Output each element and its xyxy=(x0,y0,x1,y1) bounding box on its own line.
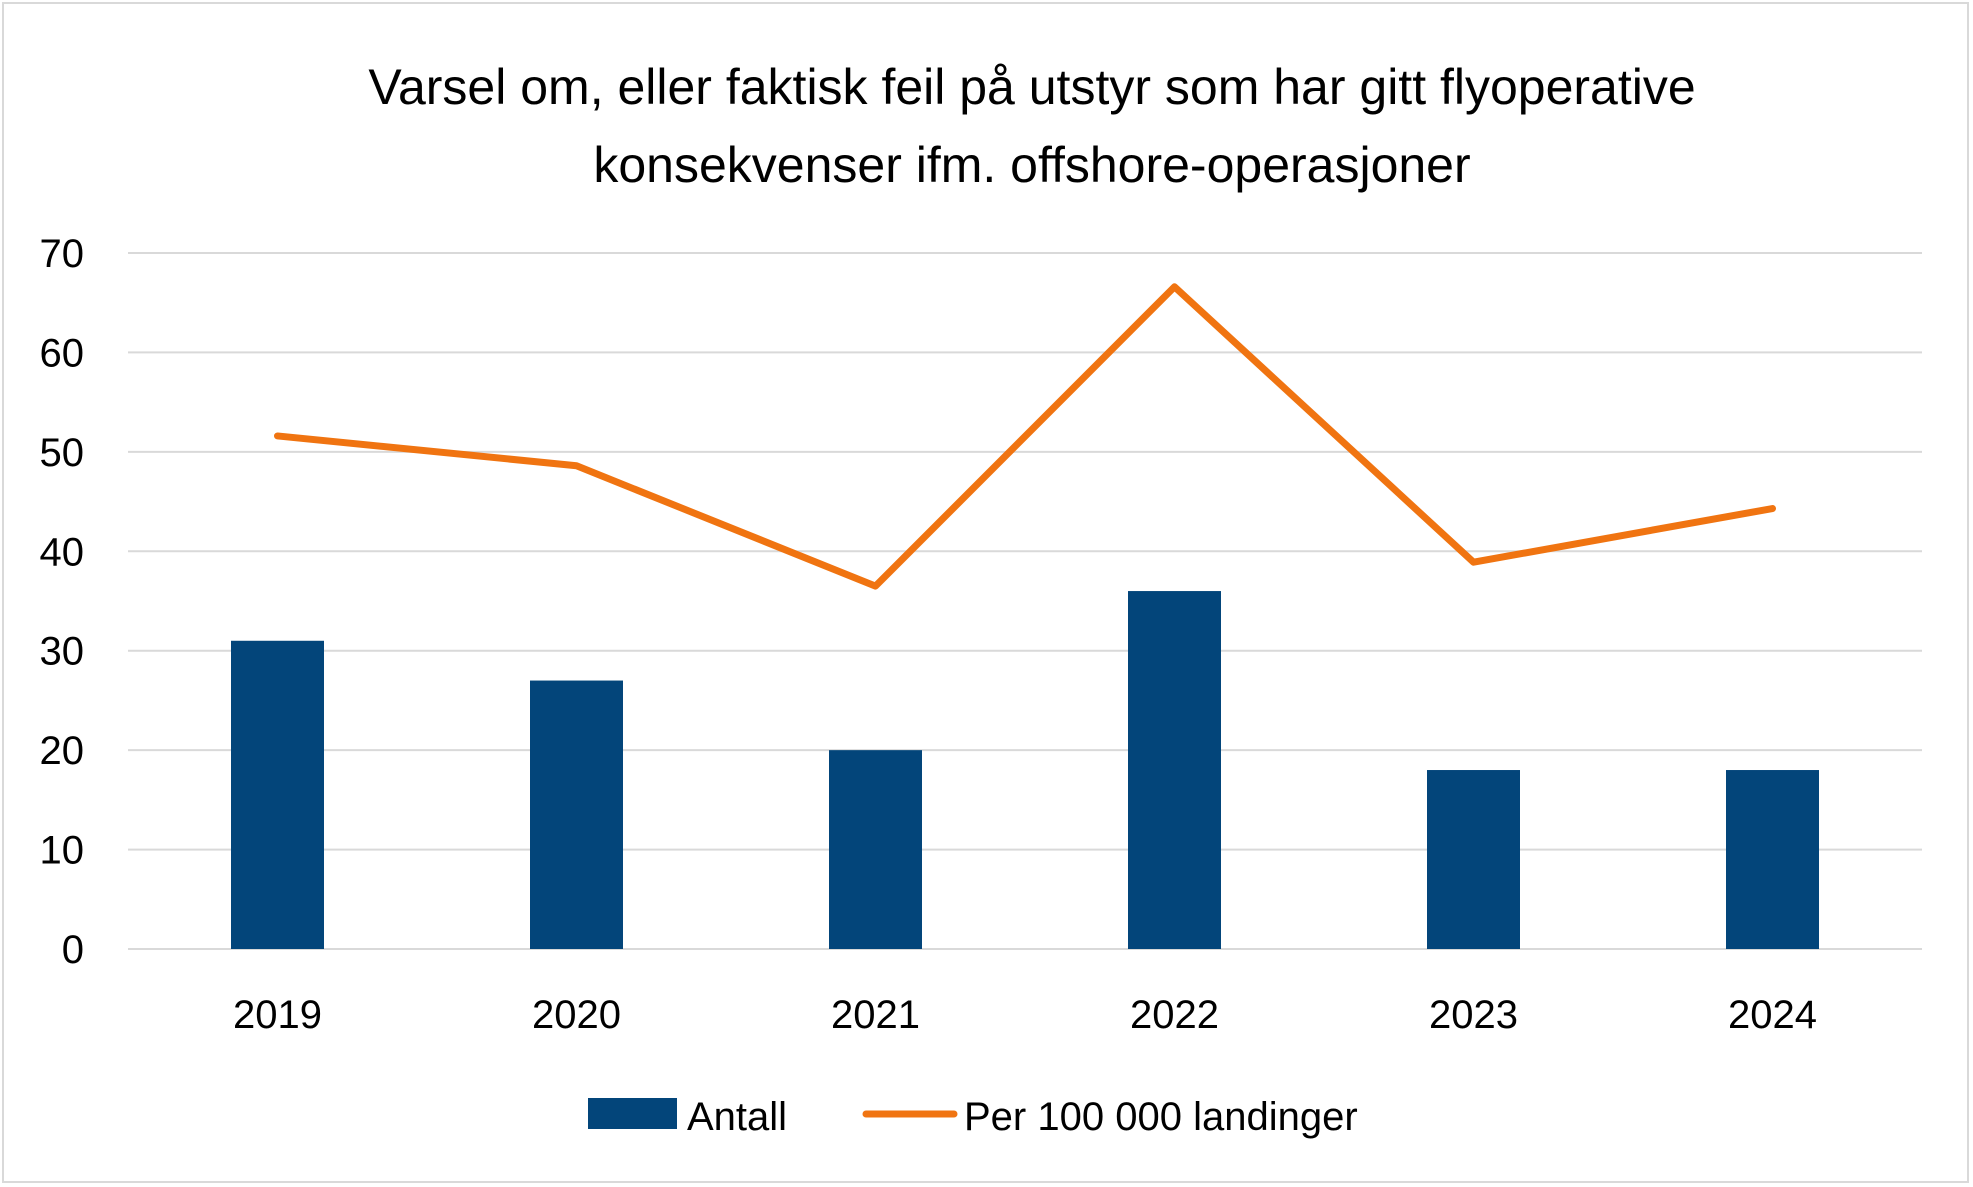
legend-swatch-antall xyxy=(588,1098,677,1129)
x-tick-label-2024: 2024 xyxy=(1728,993,1817,1037)
bar-2020 xyxy=(530,680,623,949)
y-tick-label-70: 70 xyxy=(40,232,85,276)
line-path xyxy=(274,283,1776,590)
legend-label-antall: Antall xyxy=(687,1095,787,1139)
y-tick-label-0: 0 xyxy=(62,928,84,972)
bar-2023 xyxy=(1427,770,1520,949)
bar-2024 xyxy=(1726,770,1819,949)
bar-series-antall xyxy=(231,591,1819,949)
x-tick-label-2022: 2022 xyxy=(1130,993,1219,1037)
chart-title-line-1: Varsel om, eller faktisk feil på utstyr … xyxy=(368,59,1695,115)
legend-label-per-100000-landinger: Per 100 000 landinger xyxy=(964,1095,1358,1139)
y-axis-tick-labels: 0 10 20 30 40 50 60 70 xyxy=(40,232,85,972)
x-tick-label-2021: 2021 xyxy=(831,993,920,1037)
line-point-2020 xyxy=(576,465,577,467)
line-point-2019 xyxy=(277,435,278,437)
line-point-2023 xyxy=(1473,561,1474,563)
bar-2022 xyxy=(1128,591,1221,949)
line-point-2024 xyxy=(1772,508,1773,510)
y-tick-label-20: 20 xyxy=(40,729,85,773)
bar-2019 xyxy=(231,640,324,949)
line-series-per-100000-landinger xyxy=(274,283,1776,590)
y-tick-label-40: 40 xyxy=(40,530,85,574)
x-axis-tick-labels: 2019 2020 2021 2022 2023 2024 xyxy=(233,993,1817,1037)
y-tick-label-50: 50 xyxy=(40,431,85,475)
legend: Antall Per 100 000 landinger xyxy=(588,1095,1358,1139)
y-tick-label-10: 10 xyxy=(40,829,85,873)
x-tick-label-2019: 2019 xyxy=(233,993,322,1037)
y-tick-label-30: 30 xyxy=(40,630,85,674)
bar-2021 xyxy=(829,750,922,949)
chart: Varsel om, eller faktisk feil på utstyr … xyxy=(40,59,1922,1139)
x-tick-label-2023: 2023 xyxy=(1429,993,1518,1037)
chart-title: Varsel om, eller faktisk feil på utstyr … xyxy=(368,59,1695,193)
line-point-2022 xyxy=(1174,286,1175,288)
x-tick-label-2020: 2020 xyxy=(532,993,621,1037)
y-tick-label-60: 60 xyxy=(40,331,85,375)
gridlines xyxy=(128,252,1922,950)
chart-title-line-2: konsekvenser ifm. offshore-operasjoner xyxy=(593,137,1470,193)
line-point-2021 xyxy=(875,585,876,587)
